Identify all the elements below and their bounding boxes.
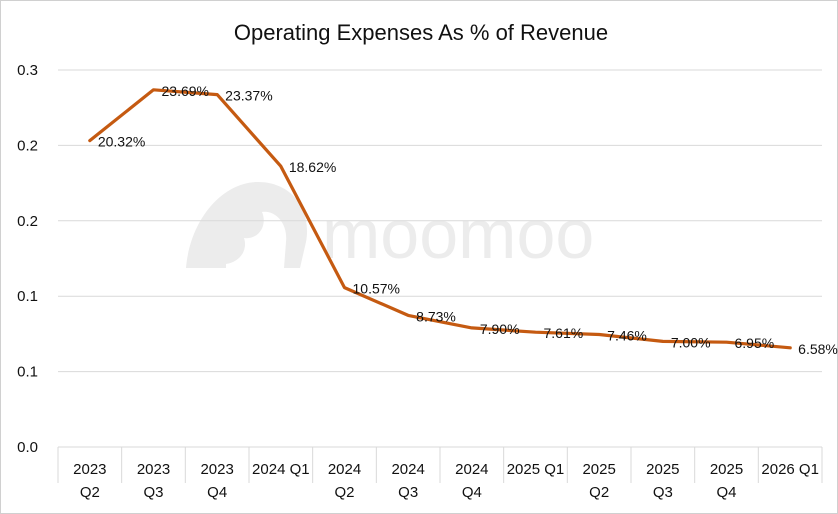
watermark-text: moomoo [322,195,594,273]
y-tick-label: 0.0 [17,439,38,456]
x-tick-label: Q2 [80,484,100,501]
data-label: 7.46% [607,328,647,344]
y-tick-label: 0.3 [17,62,38,79]
x-tick-label: 2025 [582,461,615,478]
data-label: 7.61% [544,325,584,341]
data-label: 23.69% [162,83,209,99]
x-tick-label: 2025 [710,461,743,478]
x-tick-label: 2024 [455,461,488,478]
x-tick-label: 2026 Q1 [761,461,819,478]
x-tick-label: 2025 Q1 [507,461,565,478]
data-label: 6.58% [798,341,838,357]
y-tick-label: 0.2 [17,213,38,230]
x-tick-label: Q2 [589,484,609,501]
watermark-logo-icon [186,182,308,268]
data-label: 8.73% [416,308,456,324]
series-line [88,88,792,350]
plot-area [88,88,792,350]
data-label: 18.62% [289,159,336,175]
data-labels: 20.32% 23.69% 23.37% 18.62% 10.57% 8.73% 7.90%… [98,83,838,357]
data-label: 6.95% [735,335,775,351]
x-tick-label: 2024 Q1 [252,461,310,478]
x-tick-label: Q3 [398,484,418,501]
data-label: 7.90% [480,321,520,337]
x-tick-label: Q4 [716,484,736,501]
x-tick-label: 2024 [391,461,424,478]
watermark: moomoo [186,182,594,273]
x-tick-label: Q3 [143,484,163,501]
x-tick-label: Q4 [462,484,482,501]
y-tick-label: 0.1 [17,288,38,305]
x-tick-label: Q2 [334,484,354,501]
x-tick-label: 2023 [200,461,233,478]
y-tick-label: 0.2 [17,137,38,154]
data-label: 10.57% [353,281,400,297]
x-tick-label: Q4 [207,484,227,501]
x-tick-label: 2023 [73,461,106,478]
data-label: 23.37% [225,88,272,104]
x-axis: 2023 Q2 2023 Q3 2023 Q4 2024 Q1 2024 Q2 2024 Q3 202… [57,447,823,501]
x-tick-label: Q3 [653,484,673,501]
y-tick-label: 0.1 [17,364,38,381]
x-tick-label: 2023 [137,461,170,478]
y-axis: 0.0 0.1 0.1 0.2 0.2 0.3 [17,62,38,456]
x-tick-label: 2024 [328,461,361,478]
x-tick-label: 2025 [646,461,679,478]
chart-title: Operating Expenses As % of Revenue [234,20,608,45]
data-label: 20.32% [98,134,145,150]
data-label: 7.00% [671,334,711,350]
